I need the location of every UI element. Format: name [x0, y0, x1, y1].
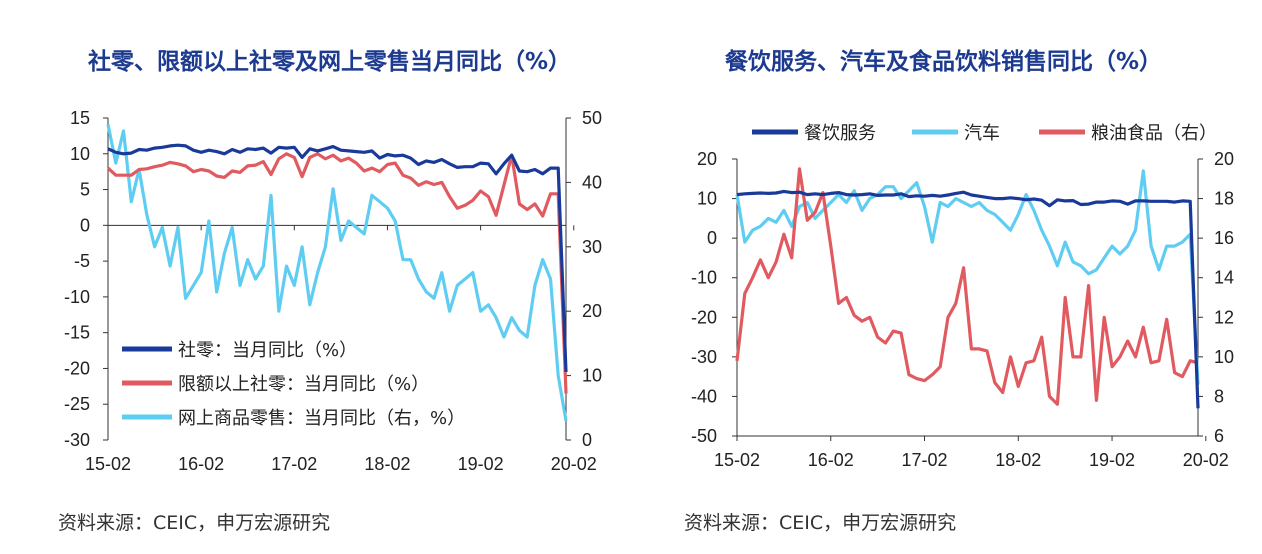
chart1-title: 社零、限额以上社零及网上零售当月同比（%）: [88, 49, 572, 75]
x-tick-label: 17-02: [902, 450, 948, 470]
y-right-tick-label: 8: [1214, 386, 1224, 406]
y-right-tick-label: 16: [1214, 228, 1234, 248]
y-right-tick-label: 40: [582, 172, 602, 192]
y-right-tick-label: 18: [1214, 189, 1234, 209]
y-left-tick-label: 0: [707, 228, 717, 248]
y-left-tick-label: -20: [691, 307, 717, 327]
chart1-series-2-line: [106, 124, 568, 421]
y-right-tick-label: 10: [582, 366, 602, 386]
y-left-tick-label: 10: [697, 189, 717, 209]
chart1-legend-label: 社零：当月同比（%）: [178, 340, 357, 361]
y-left-tick-label: -40: [691, 386, 717, 406]
y-left-tick-label: 20: [697, 149, 717, 169]
y-right-tick-label: 20: [582, 301, 602, 321]
y-left-tick-label: -25: [64, 394, 90, 414]
x-tick-label: 18-02: [364, 454, 410, 474]
x-tick-label: 20-02: [551, 454, 597, 474]
x-tick-label: 16-02: [808, 450, 854, 470]
chart1-legend-label: 网上商品零售：当月同比（右，%）: [178, 408, 465, 429]
y-left-tick-label: -30: [691, 347, 717, 367]
y-left-tick-label: -15: [64, 323, 90, 343]
chart2-series-0-line: [736, 189, 1200, 409]
y-right-tick-label: 10: [1214, 347, 1234, 367]
x-tick-label: 18-02: [995, 450, 1041, 470]
y-right-tick-label: 0: [582, 430, 592, 450]
y-right-tick-label: 20: [1214, 149, 1234, 169]
y-right-tick-label: 12: [1214, 307, 1234, 327]
y-left-tick-label: -5: [74, 251, 90, 271]
y-left-tick-label: -20: [64, 358, 90, 378]
x-tick-label: 15-02: [85, 454, 131, 474]
y-left-tick-label: -50: [691, 426, 717, 446]
chart2-legend-label: 汽车: [964, 123, 1000, 144]
y-left-tick-label: 10: [70, 144, 90, 164]
y-right-tick-label: 14: [1214, 268, 1234, 288]
x-tick-label: 16-02: [178, 454, 224, 474]
y-left-tick-label: 15: [70, 108, 90, 128]
chart2-source: 资料来源：CEIC，申万宏源研究: [684, 512, 957, 534]
y-left-tick-label: -10: [691, 268, 717, 288]
chart1-series-0-line: [107, 143, 568, 373]
x-tick-label: 19-02: [458, 454, 504, 474]
y-left-tick-label: -30: [64, 430, 90, 450]
x-tick-label: 19-02: [1089, 450, 1135, 470]
chart2-legend-label: 餐饮服务: [804, 123, 876, 144]
chart1-legend-label: 限额以上社零：当月同比（%）: [178, 374, 429, 395]
x-tick-label: 17-02: [271, 454, 317, 474]
y-right-tick-label: 6: [1214, 426, 1224, 446]
y-left-tick-label: -10: [64, 287, 90, 307]
chart2-legend-label: 粮油食品（右）: [1091, 123, 1217, 144]
y-right-tick-label: 30: [582, 237, 602, 257]
y-left-tick-label: 0: [80, 215, 90, 235]
chart1-series-1-line: [106, 152, 568, 394]
chart2-title: 餐饮服务、汽车及食品饮料销售同比（%）: [725, 49, 1163, 75]
x-tick-label: 20-02: [1183, 450, 1229, 470]
chart2-series-2-line: [735, 167, 1199, 406]
y-right-tick-label: 50: [582, 108, 602, 128]
y-left-tick-label: 5: [80, 180, 90, 200]
chart1-source: 资料来源：CEIC，申万宏源研究: [58, 512, 331, 534]
x-tick-label: 15-02: [714, 450, 760, 470]
